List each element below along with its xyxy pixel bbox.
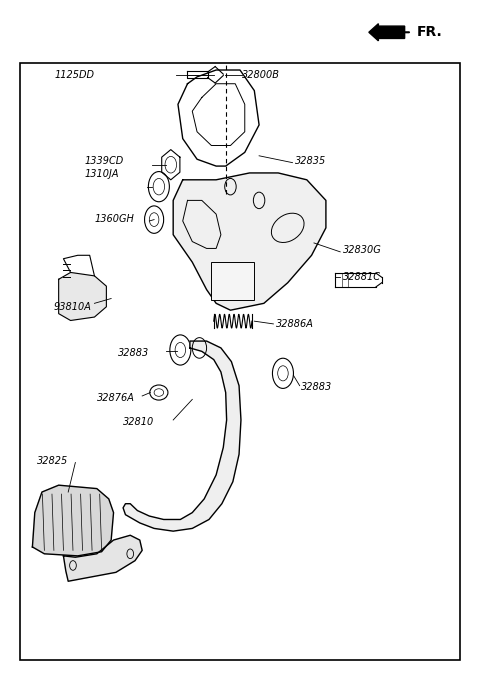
Text: 32883: 32883: [118, 348, 150, 358]
Text: 1125DD: 1125DD: [54, 70, 95, 80]
Text: 1310JA: 1310JA: [85, 169, 120, 179]
Bar: [211, 262, 254, 300]
Text: 32835: 32835: [295, 156, 326, 165]
FancyBboxPatch shape: [21, 63, 459, 660]
Text: 32800B: 32800B: [242, 70, 280, 80]
Polygon shape: [123, 341, 241, 531]
Text: 32810: 32810: [123, 417, 155, 427]
Text: 32886A: 32886A: [276, 319, 313, 329]
FancyArrow shape: [369, 23, 405, 41]
Text: 1360GH: 1360GH: [95, 214, 134, 224]
Text: 1339CD: 1339CD: [85, 156, 124, 165]
Text: 32883: 32883: [301, 382, 332, 392]
Text: FR.: FR.: [417, 25, 443, 39]
Polygon shape: [33, 485, 114, 556]
Text: 32876A: 32876A: [97, 393, 135, 403]
Text: 32825: 32825: [37, 456, 69, 466]
Text: 32881C: 32881C: [343, 272, 381, 282]
Polygon shape: [173, 173, 326, 310]
Polygon shape: [59, 272, 107, 320]
Text: 32830G: 32830G: [343, 245, 381, 255]
Text: 93810A: 93810A: [54, 302, 92, 311]
Polygon shape: [63, 535, 142, 582]
